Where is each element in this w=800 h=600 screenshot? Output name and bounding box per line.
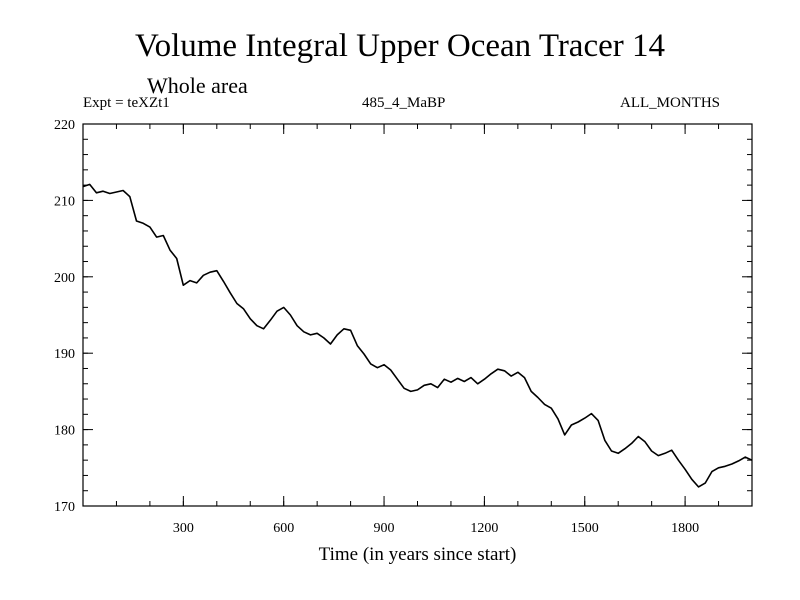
y-tick-label: 200 xyxy=(54,271,75,286)
x-axis-label: Time (in years since start) xyxy=(319,544,517,565)
chart-subtitle: Whole area xyxy=(147,73,248,98)
axis-tick-labels: 300 600 900 1200 1500 1800 170 180 190 200 210 220 xyxy=(54,118,699,536)
x-tick-label: 1500 xyxy=(571,521,599,536)
x-tick-label: 900 xyxy=(374,521,395,536)
y-tick-label: 180 xyxy=(54,424,75,439)
period-label: ALL_MONTHS xyxy=(620,95,720,111)
experiment-label: Expt = teXZt1 xyxy=(83,95,170,111)
y-tick-label: 220 xyxy=(54,118,75,133)
y-tick-label: 210 xyxy=(54,194,75,209)
x-tick-label: 300 xyxy=(173,521,194,536)
series-line xyxy=(82,183,753,488)
x-tick-label: 1200 xyxy=(470,521,498,536)
x-tick-label: 1800 xyxy=(671,521,699,536)
y-tick-label: 190 xyxy=(54,347,75,362)
y-tick-label: 170 xyxy=(54,500,75,515)
run-label: 485_4_MaBP xyxy=(362,95,446,111)
chart-title: Volume Integral Upper Ocean Tracer 14 xyxy=(135,28,665,64)
plot-frame xyxy=(82,123,753,507)
x-tick-label: 600 xyxy=(273,521,294,536)
axis-ticks xyxy=(83,123,752,507)
